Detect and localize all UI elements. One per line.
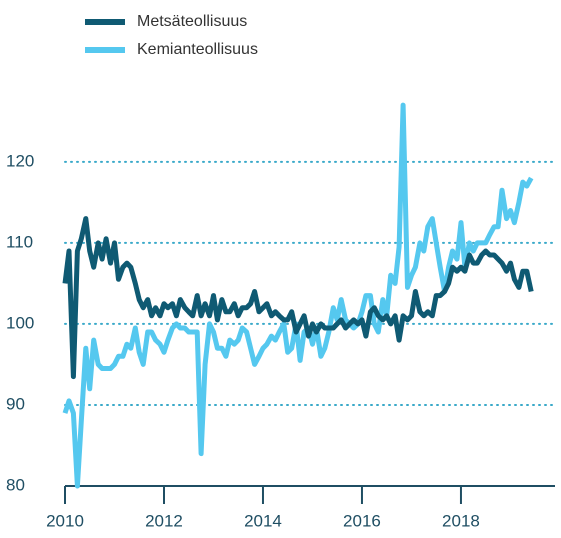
legend-label: Metsäteollisuus (137, 13, 247, 30)
y-tick-label: 110 (6, 232, 33, 251)
x-tick-label: 2010 (46, 511, 84, 530)
series-line (62, 102, 534, 489)
x-tick-label: 2016 (343, 511, 381, 530)
y-tick-label: 80 (6, 475, 25, 494)
y-tick-label: 100 (6, 313, 34, 332)
y-tick-label: 120 (6, 151, 34, 170)
x-tick-label: 2012 (145, 511, 183, 530)
x-tick-label: 2018 (442, 511, 480, 530)
y-tick-label: 90 (6, 394, 25, 413)
x-tick-label: 2014 (244, 511, 282, 530)
legend-label: Kemianteollisuus (137, 41, 258, 58)
series-line (62, 216, 534, 380)
